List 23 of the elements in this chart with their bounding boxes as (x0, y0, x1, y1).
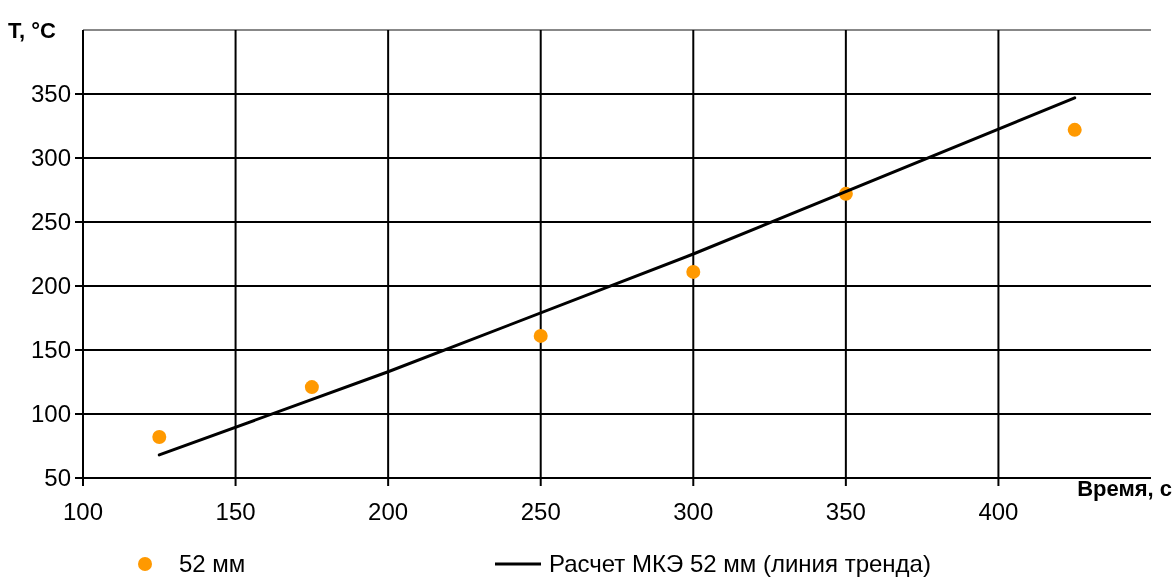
point (1067, 122, 1082, 137)
legend-label: 52 мм (179, 550, 246, 577)
y-tick-label: 200 (30, 272, 71, 299)
legend-label: Расчет МКЭ 52 мм (линия тренда) (549, 550, 931, 577)
y-axis-title: T, °C (8, 18, 57, 43)
y-tick-label: 100 (30, 400, 71, 427)
x-tick-label: 250 (520, 498, 561, 525)
x-tick-label: 400 (978, 498, 1019, 525)
x-tick-label: 200 (368, 498, 409, 525)
x-axis-title: Время, с (1077, 476, 1172, 501)
y-tick-label: 250 (30, 208, 71, 235)
x-tick-label: 100 (62, 498, 104, 525)
point (304, 380, 319, 395)
y-tick-label: 300 (30, 144, 71, 171)
y-tick-label: 350 (30, 80, 71, 107)
point (152, 430, 167, 445)
y-tick-label: 150 (30, 336, 71, 363)
point (686, 264, 701, 279)
x-tick-label: 300 (673, 498, 714, 525)
point (533, 328, 548, 343)
x-tick-label: 350 (825, 498, 866, 525)
x-tick-label: 150 (215, 498, 256, 525)
y-tick-label: 50 (44, 464, 71, 491)
